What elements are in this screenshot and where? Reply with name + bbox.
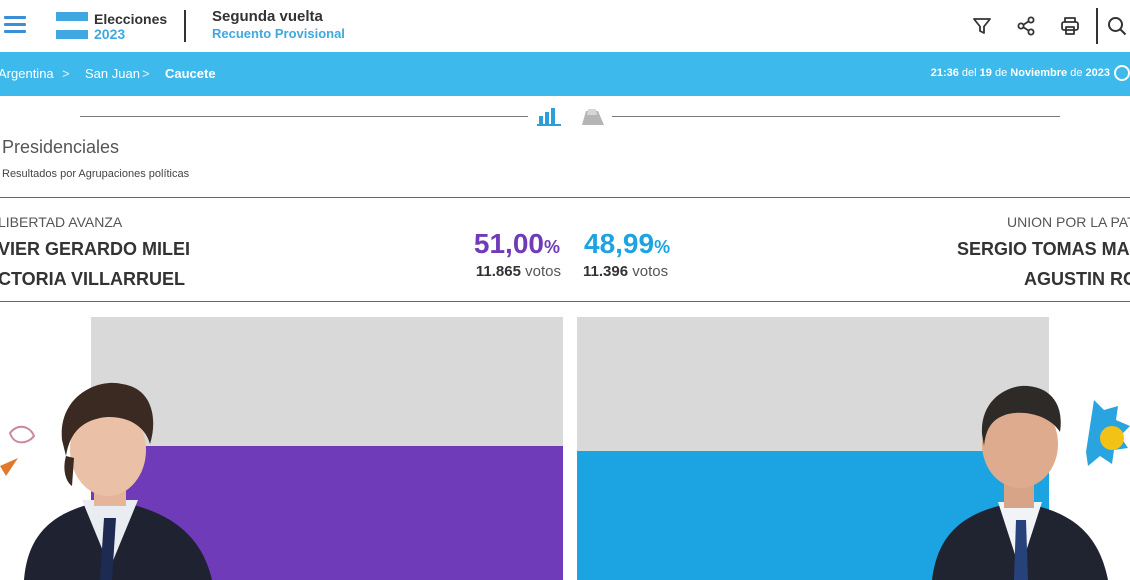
print-icon[interactable] [1058, 14, 1082, 38]
percentage-right-value: 48,99 [584, 228, 655, 259]
divider [0, 197, 1130, 198]
filter-icon[interactable] [970, 14, 994, 38]
candidate-photo-left [0, 382, 212, 580]
divider-line [80, 116, 528, 117]
percentage-right-sign: % [654, 237, 671, 257]
party-name-right: UNION POR LA PAT [1007, 214, 1130, 230]
candidate-president-right: SERGIO TOMAS MAS [957, 239, 1130, 259]
votes-left-count: 11.865 [475, 263, 521, 280]
page-subtitle: Resultados por Agrupaciones políticas [2, 168, 190, 180]
percentage-right: 48,99% [584, 228, 670, 260]
brand-title: Elecciones [94, 11, 168, 27]
datetime-del: del [961, 67, 977, 79]
search-icon[interactable] [1105, 14, 1129, 38]
divider-line [612, 116, 1060, 117]
party-name-left: LIBERTAD AVANZA [0, 214, 123, 230]
candidate-vice-left: CTORIA VILLARRUEL [0, 269, 185, 289]
breadcrumb: Argentina > San Juan > Caucete 21:36 del… [0, 52, 1130, 96]
votes-right-label: votos [632, 263, 669, 280]
header-divider [184, 10, 186, 42]
datetime-time: 21:36 [930, 67, 959, 79]
bar-chart-icon[interactable] [537, 106, 561, 131]
datetime-month: Noviembre [1010, 67, 1068, 79]
page-title: Presidenciales [2, 137, 120, 157]
ballot-box-icon[interactable] [578, 107, 606, 132]
votes-right-count: 11.396 [583, 263, 629, 280]
round-title: Segunda vuelta [212, 8, 323, 25]
flag-logo [56, 12, 88, 39]
candidate-president-left: VIER GERARDO MILEI [0, 239, 191, 259]
votes-right: 11.396 votos [583, 263, 668, 280]
breadcrumb-item-argentina[interactable]: Argentina [0, 66, 54, 81]
votes-left: 11.865 votos [476, 263, 561, 280]
percentage-left: 51,00% [474, 228, 560, 260]
datetime-day: 19 [979, 67, 992, 79]
breadcrumb-item-san-juan[interactable]: San Juan [85, 66, 140, 81]
candidate-photo-right [932, 385, 1130, 580]
breadcrumb-separator: > [142, 66, 150, 81]
breadcrumb-separator: > [62, 66, 70, 81]
brand-year: 2023 [94, 26, 126, 42]
top-header: Elecciones 2023 Segunda vuelta Recuento … [0, 0, 1130, 52]
candidate-vice-right: AGUSTIN RO [1024, 269, 1130, 289]
divider [0, 301, 1130, 302]
clock-icon [1114, 65, 1130, 81]
menu-icon[interactable] [4, 16, 26, 34]
update-datetime: 21:36 del 19 de Noviembre de 2023 [931, 67, 1110, 79]
datetime-de: de [994, 67, 1008, 79]
toolbar-divider [1096, 8, 1098, 44]
round-subtitle: Recuento Provisional [212, 26, 345, 41]
breadcrumb-item-caucete: Caucete [165, 66, 216, 81]
share-icon[interactable] [1014, 14, 1038, 38]
votes-left-label: votos [525, 263, 561, 280]
percentage-left-sign: % [543, 237, 560, 257]
datetime-de: de [1070, 67, 1083, 79]
percentage-left-value: 51,00 [473, 228, 544, 259]
datetime-year: 2023 [1085, 67, 1110, 79]
